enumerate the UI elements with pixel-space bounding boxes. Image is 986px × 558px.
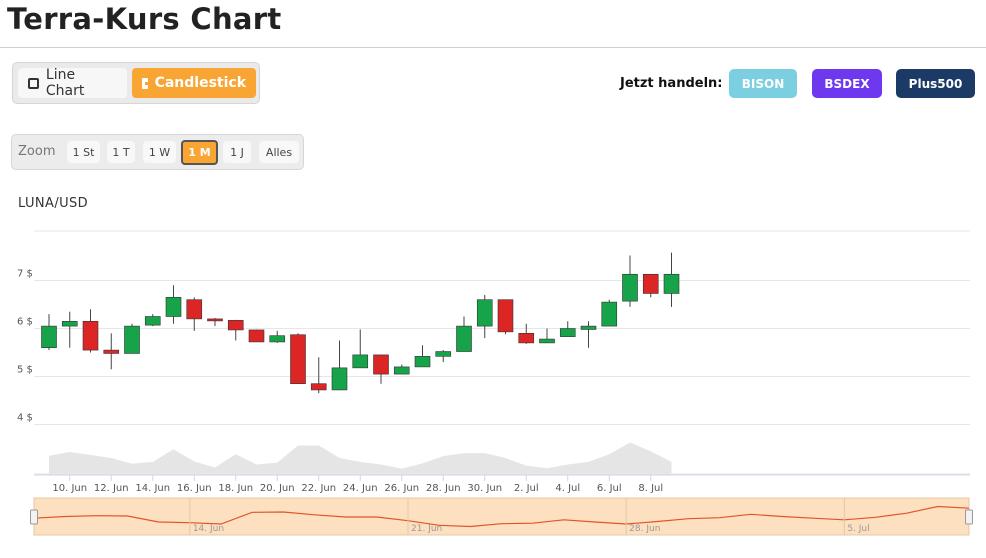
- navigator-tick-label: 14. Jun: [193, 524, 224, 534]
- candle-body[interactable]: [518, 333, 535, 344]
- x-tick-label: 18. Jun: [218, 483, 253, 494]
- navigator[interactable]: 14. Jun 21. Jun 28. Jun 5. Jul: [30, 497, 973, 536]
- candle-body[interactable]: [144, 316, 161, 326]
- x-tick-label: 28. Jun: [426, 483, 461, 494]
- candle-body[interactable]: [124, 325, 140, 354]
- zoom-1-day-button[interactable]: 1 T: [107, 141, 135, 163]
- candle-body[interactable]: [580, 325, 597, 330]
- candle-body[interactable]: [663, 273, 680, 294]
- navigator-handle-left[interactable]: [30, 509, 38, 525]
- volume-area-shape: [49, 442, 672, 474]
- navigator-tick-label: 5. Jul: [847, 524, 869, 534]
- candle-body[interactable]: [248, 329, 265, 343]
- zoom-1-hour-button[interactable]: 1 St: [67, 141, 100, 163]
- candle-body[interactable]: [352, 354, 369, 369]
- candle-body[interactable]: [331, 367, 348, 391]
- line-chart-button[interactable]: Line Chart: [18, 67, 127, 99]
- x-tick-label: 4. Jul: [555, 483, 580, 494]
- y-axis-labels: 4 $ 5 $ 6 $ 7 $: [17, 269, 33, 424]
- volume-area: [34, 442, 970, 475]
- candle-body[interactable]: [539, 338, 555, 344]
- zoom-1-year-button[interactable]: 1 J: [223, 141, 251, 163]
- zoom-label: Zoom: [18, 144, 56, 159]
- candle-body[interactable]: [269, 335, 286, 343]
- title-divider: [0, 47, 986, 48]
- x-tick-label: 22. Jun: [301, 483, 336, 494]
- candle-body[interactable]: [82, 321, 99, 351]
- grid-lines: [34, 230, 970, 425]
- navigator-handle-right[interactable]: [965, 509, 973, 525]
- y-tick-label: 6 $: [17, 317, 33, 328]
- candle-body[interactable]: [601, 301, 618, 327]
- candlestick-button[interactable]: Candlestick: [132, 68, 256, 98]
- navigator-tick-label: 28. Jun: [629, 524, 660, 534]
- candle-body[interactable]: [186, 299, 203, 320]
- x-tick-label: 26. Jun: [384, 483, 419, 494]
- candlestick-icon: [142, 77, 150, 89]
- candles[interactable]: [41, 252, 680, 394]
- candle-body[interactable]: [103, 349, 120, 354]
- candle-body[interactable]: [393, 366, 410, 375]
- x-tick-label: 14. Jun: [135, 483, 170, 494]
- candle-body[interactable]: [165, 297, 182, 317]
- chart-title: LUNA/USD: [18, 196, 89, 211]
- x-tick-label: 16. Jun: [177, 483, 212, 494]
- y-tick-label: 5 $: [17, 365, 33, 376]
- y-tick-label: 4 $: [17, 413, 33, 424]
- x-tick-label: 10. Jun: [52, 483, 87, 494]
- x-tick-label: 6. Jul: [597, 483, 622, 494]
- candle-body[interactable]: [227, 320, 244, 331]
- candle-body[interactable]: [207, 318, 223, 322]
- candle-body[interactable]: [310, 383, 327, 391]
- candle-body[interactable]: [476, 299, 493, 327]
- candlestick-chart[interactable]: 4 $ 5 $ 6 $ 7 $ 10. Jun 12. Jun 14. Jun 16. Ju…: [0, 215, 986, 545]
- x-axis-labels: 10. Jun 12. Jun 14. Jun 16. Jun 18. Jun 20. J…: [34, 474, 970, 494]
- zoom-1-month-button[interactable]: 1 M: [181, 140, 218, 165]
- zoom-bar: Zoom 1 St 1 T 1 W 1 M 1 J Alles: [11, 134, 304, 170]
- candle-body[interactable]: [61, 321, 78, 327]
- candle-body[interactable]: [559, 328, 576, 337]
- candle-body[interactable]: [414, 356, 431, 368]
- line-chart-icon: [28, 77, 39, 89]
- x-tick-label: 2. Jul: [514, 483, 539, 494]
- navigator-range: [33, 497, 970, 536]
- x-tick-label: 12. Jun: [94, 483, 129, 494]
- trade-now-label: Jetzt handeln:: [620, 76, 723, 91]
- candle-body[interactable]: [456, 325, 472, 352]
- zoom-1-week-button[interactable]: 1 W: [143, 141, 176, 163]
- x-tick-label: 20. Jun: [260, 483, 295, 494]
- candle-body[interactable]: [497, 299, 514, 333]
- candle-body[interactable]: [41, 325, 57, 348]
- x-tick-label: 8. Jul: [638, 483, 663, 494]
- navigator-tick-label: 21. Jun: [411, 524, 442, 534]
- x-tick-label: 24. Jun: [343, 483, 378, 494]
- candle-body[interactable]: [435, 351, 452, 357]
- candle-body[interactable]: [373, 354, 389, 375]
- broker-button-bsdex[interactable]: BSDEX: [812, 69, 882, 98]
- candle-body[interactable]: [642, 273, 659, 294]
- line-chart-label: Line Chart: [45, 67, 85, 99]
- x-tick-label: 30. Jun: [467, 483, 502, 494]
- candle-body[interactable]: [290, 334, 306, 384]
- page-title: Terra-Kurs Chart: [7, 2, 282, 36]
- candle-body[interactable]: [622, 273, 638, 302]
- y-tick-label: 7 $: [17, 269, 33, 280]
- broker-button-plus500[interactable]: Plus500: [896, 69, 975, 98]
- candlestick-label: Candlestick: [154, 75, 246, 91]
- chart-type-toggle: Line Chart Candlestick: [12, 62, 260, 104]
- zoom-all-button[interactable]: Alles: [259, 141, 299, 163]
- broker-button-bison[interactable]: BISON: [729, 69, 797, 98]
